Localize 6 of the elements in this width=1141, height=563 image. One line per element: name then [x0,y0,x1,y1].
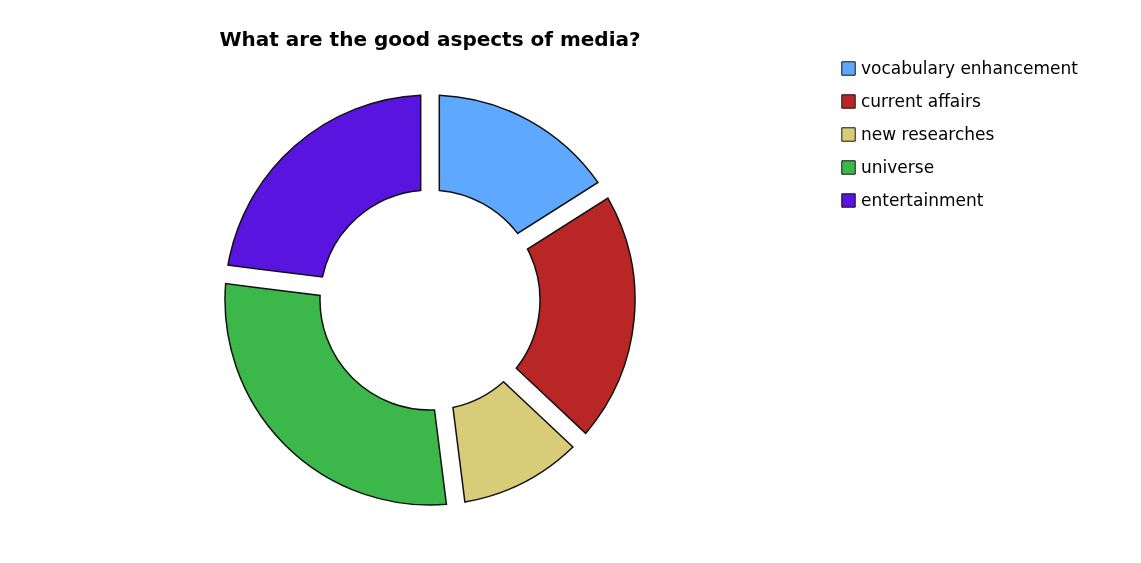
chart-title: What are the good aspects of media? [219,27,641,51]
legend-label: current affairs [861,90,981,111]
legend-label: new researches [861,123,995,144]
legend-label: vocabulary enhancement [861,57,1079,78]
legend-label: universe [861,156,935,177]
legend-label: entertainment [861,189,984,210]
